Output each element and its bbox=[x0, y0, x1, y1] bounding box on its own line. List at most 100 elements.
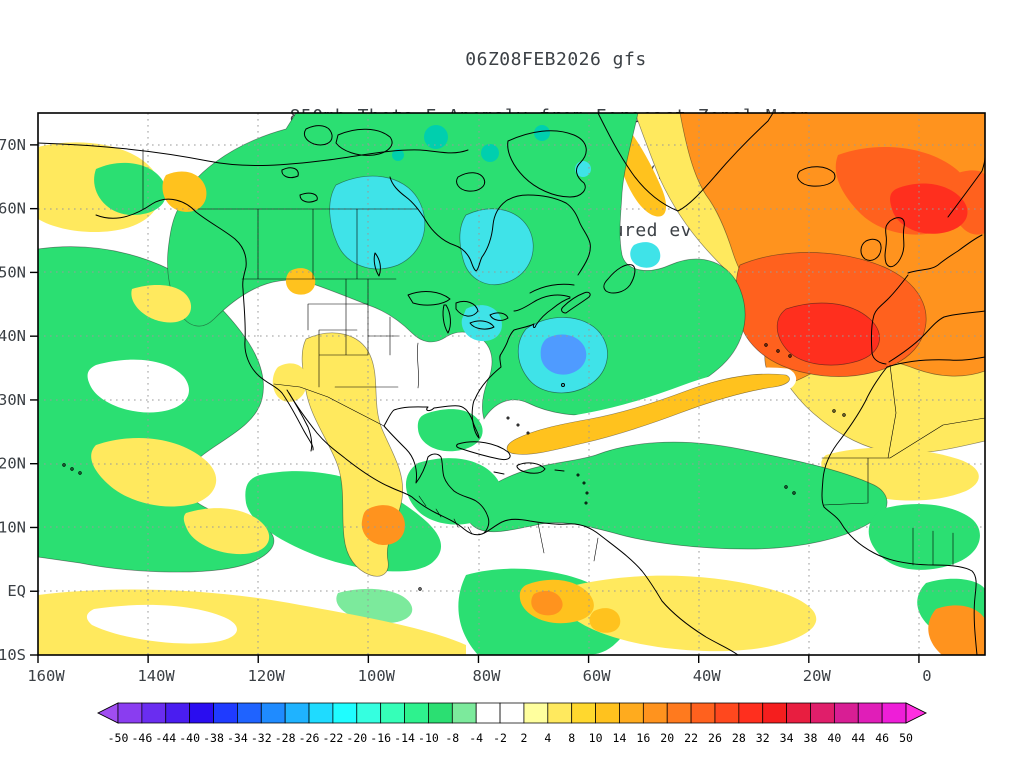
lake-ontario bbox=[489, 312, 509, 321]
shading-teal-speck-4 bbox=[392, 149, 404, 161]
coast-north-sea bbox=[907, 234, 983, 274]
colorbar-cell bbox=[332, 702, 358, 724]
colorbar-arrow-left bbox=[96, 702, 119, 724]
colorbar-cell bbox=[619, 702, 644, 724]
colorbar-cell bbox=[881, 702, 907, 724]
colorbar-label: -44 bbox=[155, 731, 176, 745]
colorbar-cell bbox=[738, 702, 764, 724]
colorbar-cell bbox=[857, 702, 883, 724]
colorbar-label: 50 bbox=[899, 731, 913, 745]
lake-great-slave bbox=[299, 192, 318, 203]
lat-tick-label: 50N bbox=[0, 263, 26, 281]
colorbar-label: -38 bbox=[203, 731, 224, 745]
shading-cyan-canada-west bbox=[329, 175, 426, 270]
colorbar-cell bbox=[547, 702, 573, 724]
lon-tick-label: 120W bbox=[248, 667, 286, 685]
lon-tick-label: 40W bbox=[693, 667, 722, 685]
lat-tick-label: 40N bbox=[0, 327, 26, 345]
islands-layer bbox=[62, 343, 846, 591]
colorbar-cell bbox=[117, 702, 143, 724]
colorbar-label: -46 bbox=[131, 731, 152, 745]
coast-yucatan-central-america bbox=[383, 425, 490, 534]
colorbar-cell bbox=[499, 702, 525, 724]
colorbar-label: 22 bbox=[684, 731, 698, 745]
shading-gold-alberta bbox=[285, 268, 316, 295]
coast-africa-atlantic bbox=[821, 366, 978, 656]
grid-layer bbox=[38, 113, 985, 655]
colorbar-label: -8 bbox=[445, 731, 459, 745]
colorbar-cell bbox=[237, 702, 262, 724]
lat-tick-label: 30N bbox=[0, 391, 26, 409]
colorbar-cell bbox=[475, 702, 501, 724]
coast-southampton bbox=[456, 172, 486, 192]
colorbar-label: 8 bbox=[568, 731, 575, 745]
colorbar-cell bbox=[762, 702, 787, 724]
coast-st-lawrence-north bbox=[529, 283, 575, 294]
colorbar-cell bbox=[571, 702, 596, 724]
lon-tick-label: 140W bbox=[137, 667, 175, 685]
colorbar-cell bbox=[428, 702, 453, 724]
colorbar-label: -32 bbox=[251, 731, 272, 745]
lat-tick-label: 60N bbox=[0, 200, 26, 218]
colorbar-cell bbox=[189, 702, 214, 724]
shading-white-swirl-pacific bbox=[87, 359, 189, 413]
colorbar-cell bbox=[833, 702, 859, 724]
coast-puerto-rico bbox=[554, 469, 565, 472]
coast-hispaniola bbox=[516, 462, 546, 474]
lon-tick-label: 60W bbox=[583, 667, 612, 685]
colorbar-cell bbox=[666, 702, 692, 724]
coast-arctic bbox=[37, 142, 469, 167]
coast-jamaica bbox=[493, 471, 505, 475]
colorbar-label: -50 bbox=[108, 731, 129, 745]
lat-tick-label: EQ bbox=[7, 582, 26, 600]
coast-ireland bbox=[860, 238, 882, 261]
colorbar-cell bbox=[786, 702, 811, 724]
colorbar-label: -34 bbox=[227, 731, 248, 745]
coast-florida-east bbox=[471, 297, 571, 439]
shading-cyan-quebec bbox=[459, 208, 534, 285]
shading-red-core bbox=[776, 302, 880, 366]
colorbar-label: -26 bbox=[299, 731, 320, 745]
shading-yellow-pac-streak-2 bbox=[183, 508, 270, 555]
coast-hudson-bay bbox=[389, 176, 567, 272]
shading-cyan-newfoundland bbox=[630, 242, 661, 268]
colorbar-label: 32 bbox=[756, 731, 770, 745]
shading-gold-amazon bbox=[589, 608, 621, 633]
lake-superior bbox=[407, 291, 451, 306]
colorbar-label: 14 bbox=[613, 731, 627, 745]
shading-yellow-eq-atlantic bbox=[563, 575, 817, 652]
lake-erie bbox=[469, 320, 495, 330]
shading-blue-atlantic-core bbox=[540, 334, 587, 375]
shading-teal-speck-3 bbox=[534, 125, 550, 141]
coast-mexico-west bbox=[288, 392, 739, 656]
lat-tick-label: 10S bbox=[0, 646, 26, 664]
colorbar-cell bbox=[380, 702, 405, 724]
lake-great-bear bbox=[281, 167, 299, 179]
shading-layer bbox=[38, 113, 985, 655]
shading-green-gulf bbox=[417, 409, 483, 452]
colorbar-cell bbox=[714, 702, 740, 724]
colorbar-label: 16 bbox=[636, 731, 650, 745]
colorbar-cell bbox=[260, 702, 286, 724]
shading-teal-speck-1 bbox=[424, 125, 448, 149]
colorbar-label: -4 bbox=[469, 731, 483, 745]
coast-africa-med bbox=[886, 356, 986, 368]
colorbar-label: -20 bbox=[346, 731, 367, 745]
colorbar-label: 34 bbox=[780, 731, 794, 745]
colorbar-cell bbox=[595, 702, 620, 724]
shading-lightgreen-eq-pacific bbox=[336, 588, 413, 624]
colorbar-cell bbox=[642, 702, 668, 724]
colorbar-label: 4 bbox=[544, 731, 551, 745]
coastlines-layer bbox=[37, 112, 986, 656]
colorbar-arrow-right bbox=[905, 702, 928, 724]
colorbar-label: 2 bbox=[520, 731, 527, 745]
lon-tick-label: 20W bbox=[803, 667, 832, 685]
shading-orange-mexico bbox=[361, 505, 405, 545]
colorbar-label: 40 bbox=[827, 731, 841, 745]
lon-tick-label: 100W bbox=[358, 667, 396, 685]
shading-teal-speck-2 bbox=[481, 144, 499, 162]
shading-green-alaska bbox=[94, 162, 167, 215]
lat-tick-label: 70N bbox=[0, 136, 26, 154]
colorbar-label: -40 bbox=[179, 731, 200, 745]
